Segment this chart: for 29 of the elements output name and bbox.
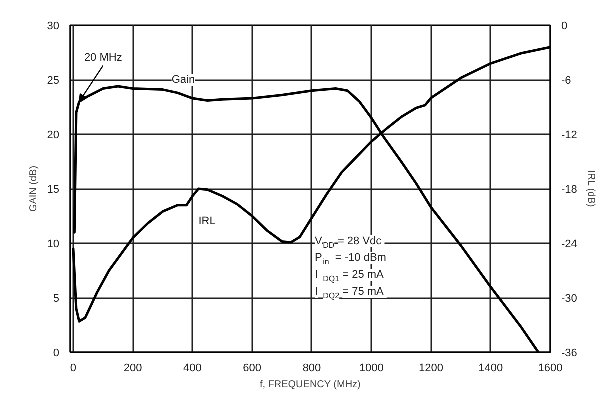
- y-tick-label: 20: [47, 130, 60, 142]
- y2-tick-label: -12: [562, 130, 578, 142]
- x-tick-label: 1400: [478, 362, 504, 374]
- series-label: IRL: [198, 216, 216, 228]
- x-tick-label: 200: [124, 362, 142, 374]
- x-tick-label: 400: [184, 362, 202, 374]
- y-axis-title: GAIN (dB): [28, 166, 40, 212]
- y2-tick-label: -24: [562, 238, 578, 250]
- series-label: Gain: [172, 74, 196, 86]
- y2-tick-label: -36: [562, 348, 578, 360]
- y-tick-label: 15: [47, 184, 60, 196]
- x-tick-label: 1600: [538, 362, 563, 374]
- y2-tick-label: -6: [562, 75, 572, 87]
- y-tick-label: 0: [53, 348, 60, 360]
- x-axis-title: f, FREQUENCY (MHz): [260, 380, 361, 390]
- y2-axis-title: IRL (dB): [585, 170, 596, 208]
- x-tick-label: 1000: [359, 362, 384, 374]
- y2-tick-label: -30: [562, 293, 578, 305]
- annotation: 20 MHz: [84, 52, 122, 64]
- x-tick-label: 1200: [419, 362, 444, 374]
- x-tick-label: 600: [243, 362, 262, 374]
- y2-tick-label: 0: [562, 20, 568, 32]
- y-tick-label: 30: [47, 20, 60, 32]
- y-tick-label: 5: [53, 293, 60, 305]
- x-tick-label: 0: [70, 362, 77, 374]
- y-tick-label: 25: [47, 75, 60, 87]
- x-tick-label: 800: [302, 362, 322, 374]
- y2-tick-label: -18: [562, 184, 578, 196]
- y-tick-label: 10: [47, 238, 60, 250]
